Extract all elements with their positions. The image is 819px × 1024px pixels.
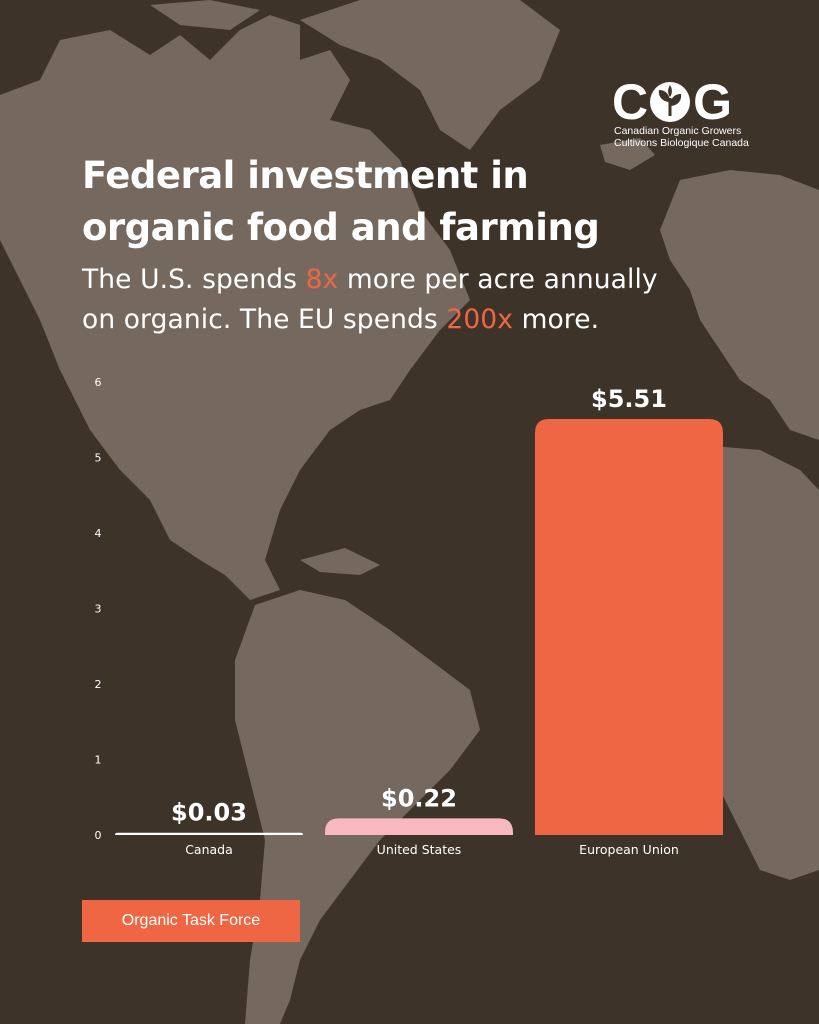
map-greenland bbox=[300, 0, 560, 150]
value-label: $0.03 bbox=[171, 799, 247, 827]
value-label: $0.22 bbox=[381, 784, 457, 812]
bar-european-union bbox=[535, 418, 723, 835]
logo-tagline-french: Cultivons Biologique Canada bbox=[614, 137, 749, 149]
value-label: $5.51 bbox=[591, 385, 667, 413]
logo-wordmark: C G bbox=[612, 74, 732, 130]
source-badge: Organic Task Force bbox=[82, 900, 300, 942]
x-axis: Canada United States European Union bbox=[185, 842, 679, 857]
subtitle-highlight-us: 8x bbox=[305, 264, 339, 295]
y-tick-label: 2 bbox=[95, 678, 102, 691]
y-tick-label: 1 bbox=[95, 754, 102, 767]
logo-tagline-english: Canadian Organic Growers bbox=[614, 125, 742, 137]
bar-united-states bbox=[325, 818, 513, 835]
page-subtitle: The U.S. spends 8x more per acre annuall… bbox=[82, 260, 658, 340]
y-tick-label: 5 bbox=[95, 452, 102, 465]
y-tick-label: 0 bbox=[95, 829, 102, 842]
title-line-1: Federal investment in bbox=[82, 154, 529, 197]
map-iceland bbox=[600, 138, 655, 170]
y-axis: 0 1 2 3 4 5 6 bbox=[95, 376, 102, 842]
sprout-icon bbox=[648, 80, 692, 124]
page-title: Federal investment in organic food and f… bbox=[82, 150, 600, 254]
subtitle-line1-post: more per acre annually bbox=[338, 264, 658, 295]
subtitle-highlight-eu: 200x bbox=[446, 304, 514, 335]
y-tick-label: 3 bbox=[95, 603, 102, 616]
map-caribbean bbox=[300, 548, 380, 575]
y-tick-label: 4 bbox=[95, 527, 102, 540]
subtitle-line2-pre: on organic. The EU spends bbox=[82, 304, 447, 335]
map-arctic-islands bbox=[150, 0, 260, 30]
map-arctic-island-2 bbox=[60, 110, 120, 150]
logo-letter-c: C bbox=[612, 74, 648, 130]
subtitle-line1-pre: The U.S. spends bbox=[82, 264, 306, 295]
map-europe bbox=[660, 170, 819, 440]
cog-logo: C G Canadian Organic Growers Cultivons B… bbox=[608, 74, 758, 150]
value-labels: $0.03 $0.22 $5.51 bbox=[171, 385, 667, 827]
map-north-america bbox=[0, 15, 470, 600]
bars bbox=[115, 418, 723, 835]
logo-letter-g: G bbox=[693, 74, 732, 130]
x-category-label: Canada bbox=[185, 842, 233, 857]
x-category-label: European Union bbox=[579, 842, 679, 857]
bar-canada bbox=[115, 832, 303, 835]
y-tick-label: 6 bbox=[95, 376, 102, 389]
subtitle-line2-post: more. bbox=[513, 304, 600, 335]
x-category-label: United States bbox=[377, 842, 462, 857]
title-line-2: organic food and farming bbox=[82, 206, 600, 249]
